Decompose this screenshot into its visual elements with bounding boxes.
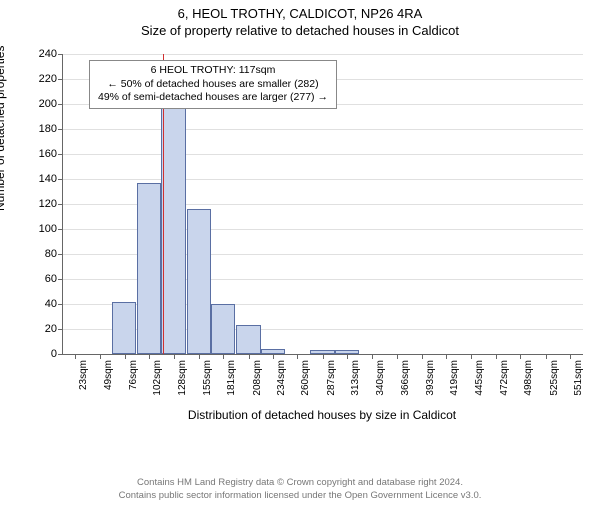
x-tick-label: 49sqm — [103, 360, 114, 390]
x-tick-label: 181sqm — [226, 360, 237, 396]
y-tick — [58, 354, 63, 355]
y-tick-label: 180 — [27, 123, 57, 135]
x-tick-label: 260sqm — [300, 360, 311, 396]
histogram-bar — [112, 302, 136, 355]
y-tick-label: 80 — [27, 248, 57, 260]
y-tick-label: 40 — [27, 298, 57, 310]
y-tick — [58, 129, 63, 130]
y-tick-label: 100 — [27, 223, 57, 235]
y-tick-label: 0 — [27, 348, 57, 360]
x-tick — [422, 354, 423, 359]
x-tick — [347, 354, 348, 359]
x-tick-label: 155sqm — [202, 360, 213, 396]
x-tick-label: 551sqm — [573, 360, 584, 396]
x-tick-label: 340sqm — [375, 360, 386, 396]
y-tick-label: 120 — [27, 198, 57, 210]
x-tick-label: 102sqm — [152, 360, 163, 396]
footer-line2: Contains public sector information licen… — [0, 490, 600, 502]
annotation-line3: 49% of semi-detached houses are larger (… — [98, 91, 328, 105]
y-tick — [58, 279, 63, 280]
x-tick — [125, 354, 126, 359]
x-tick — [496, 354, 497, 359]
y-tick — [58, 329, 63, 330]
plot-area: 6 HEOL TROTHY: 117sqm ← 50% of detached … — [62, 54, 583, 355]
x-tick — [273, 354, 274, 359]
chart-title-main: 6, HEOL TROTHY, CALDICOT, NP26 4RA — [0, 6, 600, 21]
annotation-box: 6 HEOL TROTHY: 117sqm ← 50% of detached … — [89, 60, 337, 109]
x-tick-label: 76sqm — [128, 360, 139, 390]
y-tick — [58, 204, 63, 205]
x-tick — [75, 354, 76, 359]
footer-line1: Contains HM Land Registry data © Crown c… — [0, 477, 600, 489]
x-tick — [149, 354, 150, 359]
gridline — [63, 129, 583, 130]
histogram-bar — [211, 304, 235, 354]
x-tick-label: 393sqm — [425, 360, 436, 396]
annotation-line2: ← 50% of detached houses are smaller (28… — [98, 78, 328, 92]
x-tick — [570, 354, 571, 359]
x-tick — [249, 354, 250, 359]
x-tick — [323, 354, 324, 359]
y-tick-label: 200 — [27, 98, 57, 110]
x-tick-label: 419sqm — [449, 360, 460, 396]
x-tick — [471, 354, 472, 359]
chart-title-sub: Size of property relative to detached ho… — [0, 23, 600, 38]
annotation-line1: 6 HEOL TROTHY: 117sqm — [98, 64, 328, 78]
y-tick-label: 160 — [27, 148, 57, 160]
y-tick — [58, 254, 63, 255]
y-tick-label: 60 — [27, 273, 57, 285]
gridline — [63, 154, 583, 155]
chart-footer: Contains HM Land Registry data © Crown c… — [0, 477, 600, 502]
histogram-bar — [137, 183, 161, 354]
x-tick — [546, 354, 547, 359]
x-tick-label: 208sqm — [252, 360, 263, 396]
x-tick — [446, 354, 447, 359]
chart-container: 6 HEOL TROTHY: 117sqm ← 50% of detached … — [0, 46, 600, 446]
y-tick — [58, 304, 63, 305]
x-tick-label: 366sqm — [400, 360, 411, 396]
y-tick-label: 220 — [27, 73, 57, 85]
y-tick — [58, 54, 63, 55]
x-tick-label: 23sqm — [78, 360, 89, 390]
x-tick-label: 472sqm — [499, 360, 510, 396]
histogram-bar — [236, 325, 260, 354]
x-tick — [297, 354, 298, 359]
y-tick-label: 240 — [27, 48, 57, 60]
y-tick — [58, 104, 63, 105]
x-tick-label: 498sqm — [523, 360, 534, 396]
x-tick-label: 313sqm — [350, 360, 361, 396]
x-tick — [397, 354, 398, 359]
gridline — [63, 54, 583, 55]
gridline — [63, 179, 583, 180]
y-tick — [58, 229, 63, 230]
y-tick — [58, 79, 63, 80]
x-tick — [520, 354, 521, 359]
x-tick-label: 445sqm — [474, 360, 485, 396]
x-tick-label: 234sqm — [276, 360, 287, 396]
y-tick-label: 140 — [27, 173, 57, 185]
x-tick — [174, 354, 175, 359]
y-axis-label: Number of detached properties — [0, 199, 7, 211]
x-tick-label: 287sqm — [326, 360, 337, 396]
x-tick-label: 128sqm — [177, 360, 188, 396]
x-tick — [100, 354, 101, 359]
x-tick-label: 525sqm — [549, 360, 560, 396]
x-tick — [372, 354, 373, 359]
y-tick — [58, 154, 63, 155]
histogram-bar — [187, 209, 211, 354]
x-axis-label: Distribution of detached houses by size … — [62, 408, 582, 422]
x-tick — [199, 354, 200, 359]
y-tick-label: 20 — [27, 323, 57, 335]
histogram-bar — [161, 79, 185, 354]
x-tick — [223, 354, 224, 359]
y-tick — [58, 179, 63, 180]
